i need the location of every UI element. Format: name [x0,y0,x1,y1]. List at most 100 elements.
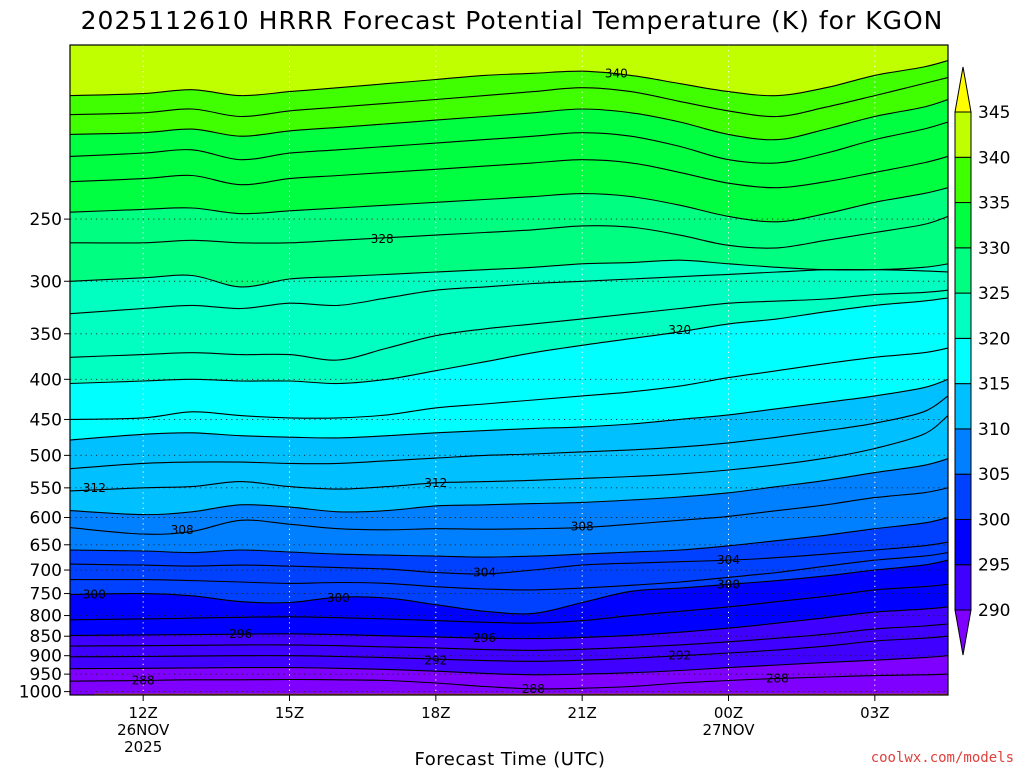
colorbar-tick-label: 305 [978,465,1010,485]
colorbar-extend-low [954,609,972,656]
x-axis-label: Forecast Time (UTC) [415,749,606,768]
colorbar-extend-high [954,66,972,113]
plot-area: 340 328 320 312 312 308 308 304 304 300 300 300 296 2… [70,45,948,696]
ground-layer [94,693,948,695]
contour-312 [70,415,948,492]
ground-terrain [94,693,948,695]
contour-290 [70,655,948,676]
contour-label: 288 [766,671,789,685]
y-tick-label: 950 [30,665,62,685]
y-tick-label: 350 [30,325,62,345]
y-tick-label: 1000 [19,683,62,703]
contour-300 [70,559,948,615]
colorbar-tick-label: 320 [978,329,1010,349]
y-tick-label: 900 [30,647,62,667]
y-tick-label: 750 [30,585,62,605]
x-tick-label: 27NOV [702,721,755,739]
y-tick-label: 300 [30,272,62,292]
colorbar-swatch-305 [954,428,972,475]
contour-label: 308 [171,523,194,537]
x-tick-label: 21Z [567,704,596,722]
filled-contours [70,45,948,695]
x-tick-label: 03Z [860,704,889,722]
contour-320 [70,297,948,385]
contour-label: 292 [668,649,691,663]
colorbar-tick-label: 290 [978,601,1010,621]
x-tick-label: 26NOV [117,721,170,739]
contour-314 [70,395,948,470]
contour-328 [70,215,948,249]
y-tick-label: 550 [30,479,62,499]
colorbar-tick-label: 330 [978,239,1010,259]
grid-lines [70,45,948,695]
x-tick-label: 15Z [275,704,304,722]
y-tick-label: 850 [30,627,62,647]
contour-292 [70,635,948,662]
contour-label: 312 [424,476,447,490]
colorbar-tick-label: 295 [978,556,1010,576]
colorbar-swatch-315 [954,337,972,385]
colorbar-tick-label: 315 [978,375,1010,395]
contour-326 [70,259,948,288]
contour-332 [70,155,948,189]
colorbar-tick-label: 325 [978,284,1010,304]
y-tick-label: 650 [30,536,62,556]
colorbar-swatch-340 [954,111,972,158]
x-tick-label: 00Z [714,704,743,722]
y-tick-label: 800 [30,607,62,627]
contour-340 [70,59,948,97]
contour-labels: 340 328 320 312 312 308 308 304 304 300 300 300 296 2… [83,66,789,696]
colorbar-tick-label: 335 [978,194,1010,214]
contour-label: 304 [473,565,496,579]
contour-310 [70,458,948,516]
contour-294 [70,623,948,651]
contour-label: 296 [229,627,252,641]
colorbar-swatch-325 [954,247,972,294]
colorbar-swatch-295 [954,518,972,566]
contour-label: 304 [717,553,740,567]
contour-298 [70,583,948,624]
contour-308 [70,487,948,535]
contour-330 [70,187,948,223]
credit-text: coolwx.com/models [871,750,1014,766]
band-above-340 [70,45,948,96]
contour-label: 340 [605,66,628,80]
colorbar-swatch-310 [954,383,972,430]
colorbar-tick-label: 310 [978,420,1010,440]
plot-frame [69,44,949,696]
y-tick-label: 400 [30,370,62,390]
contour-296 [70,606,948,640]
contour-316 [70,378,948,441]
contour-label: 288 [522,682,545,696]
contour-306 [70,516,948,558]
contour-334 [70,121,948,164]
contour-label: 308 [571,519,594,533]
contour-label: 328 [371,232,394,246]
colorbar-tick-label: 345 [978,103,1010,123]
colorbar-swatch-300 [954,473,972,520]
contour-288 [70,673,948,690]
contour-label: 300 [83,587,106,601]
colorbar: 290 295 300 305 310 315 320 325 330 335 340 345 [954,66,1010,656]
contour-338 [70,76,948,118]
colorbar-tick-label: 300 [978,510,1010,530]
contour-lines [70,59,948,690]
x-tick-label: 2025 [124,738,162,756]
contour-label: 300 [327,591,350,605]
contour-label: 312 [83,481,106,495]
contour-label: 300 [717,577,740,591]
colorbar-swatch-330 [954,202,972,249]
chart-title: 2025112610 HRRR Forecast Potential Tempe… [81,6,944,35]
x-tick-label: 12Z [128,704,157,722]
contour-318 [70,347,948,420]
contour-336 [70,98,948,141]
colorbar-swatch-290 [954,564,972,611]
contour-304 [70,541,948,575]
y-tick-label: 600 [30,509,62,529]
y-tick-label: 700 [30,561,62,581]
x-tick-label: 18Z [421,704,450,722]
y-tick-label: 450 [30,410,62,430]
contour-label: 292 [424,654,447,668]
